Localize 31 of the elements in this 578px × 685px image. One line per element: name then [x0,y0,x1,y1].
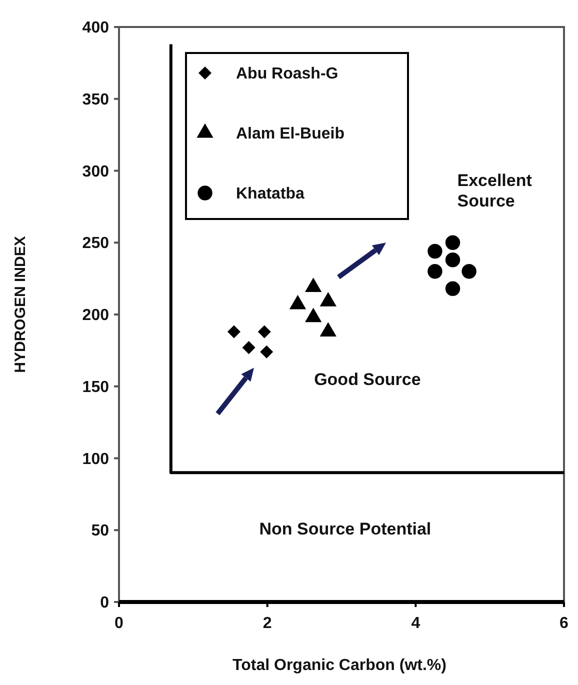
point [462,264,476,279]
y-tick-label: 0 [100,594,110,612]
point [227,325,240,338]
y-tick-label: 100 [82,450,110,468]
x-tick-label: 0 [114,615,124,632]
annotation: Good Source [314,370,421,390]
x-tick-label: 4 [411,615,420,632]
point [445,235,460,250]
y-tick-label: 300 [82,163,110,180]
x-axis-title: Total Organic Carbon (wt.%) [232,657,446,674]
y-tick-label: 150 [82,378,110,396]
point [445,252,460,268]
annotation: Non Source Potential [259,520,432,539]
legend-label: Alam El-Bueib [236,126,345,143]
point [258,325,271,338]
legend-label: Abu Roash-G [236,66,338,83]
point [428,264,442,279]
y-tick-label: 400 [82,20,110,37]
point [445,281,460,296]
y-tick-label: 50 [91,522,110,540]
annotation: Excellent Source [457,171,532,210]
x-tick-label: 6 [560,615,569,632]
point [428,244,442,259]
point [260,345,274,358]
y-tick-label: 200 [82,307,110,324]
x-tick-label: 2 [262,615,272,632]
y-tick-label: 350 [82,91,110,108]
y-axis-title: HYDROGEN INDEX [12,236,29,373]
point [242,341,256,354]
y-tick-label: 250 [82,235,110,252]
legend-label: Khatatba [236,186,305,203]
